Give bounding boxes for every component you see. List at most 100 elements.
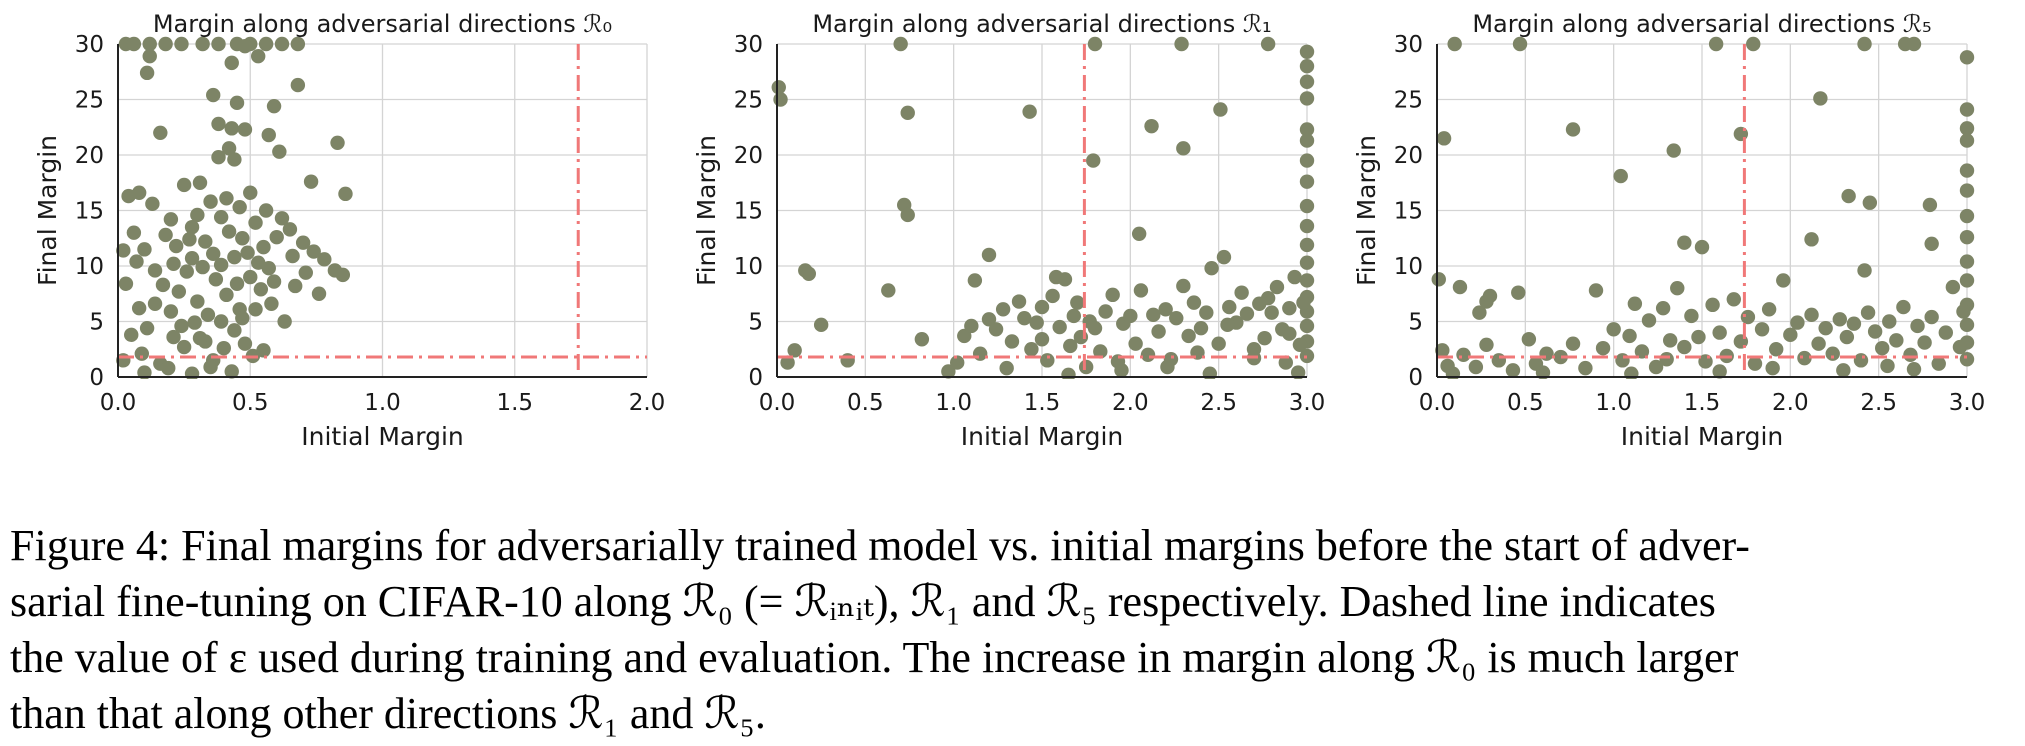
data-point	[1797, 350, 1812, 366]
x-tick-label: 1.0	[935, 390, 972, 416]
data-point	[1839, 329, 1855, 345]
data-point	[1945, 279, 1961, 295]
data-point	[988, 322, 1004, 337]
data-point	[1959, 102, 1975, 117]
data-point	[1747, 356, 1763, 371]
data-point	[1867, 324, 1883, 339]
data-point	[1521, 332, 1537, 347]
data-point	[1299, 58, 1315, 74]
data-point	[190, 294, 205, 309]
x-tick-label: 1.0	[364, 390, 401, 416]
data-point	[147, 296, 163, 311]
x-tick-label: 0.0	[1419, 390, 1456, 416]
data-point	[1234, 285, 1249, 300]
data-point	[137, 242, 152, 257]
data-point	[192, 330, 208, 346]
data-point	[134, 346, 150, 361]
data-point	[227, 152, 242, 167]
data-point	[1034, 332, 1050, 347]
data-point	[1299, 318, 1315, 334]
data-point	[1535, 365, 1551, 379]
data-point	[235, 310, 250, 326]
data-point	[187, 315, 202, 330]
data-point	[972, 346, 988, 361]
data-point	[1606, 322, 1621, 337]
data-point	[1694, 239, 1710, 255]
data-point	[1790, 315, 1805, 330]
data-point	[1299, 133, 1315, 148]
data-point	[981, 312, 997, 327]
data-point	[1769, 342, 1784, 357]
data-point	[1505, 363, 1521, 378]
data-point	[184, 366, 200, 379]
data-point	[1290, 365, 1306, 379]
data-point	[227, 323, 242, 338]
y-tick-label: 5	[748, 310, 763, 336]
data-point	[116, 243, 131, 258]
y-tick-label: 15	[75, 199, 104, 225]
y-tick-label: 0	[89, 365, 104, 391]
data-point	[981, 247, 997, 263]
data-point	[1565, 336, 1581, 351]
x-axis-label: Initial Margin	[1621, 422, 1784, 451]
data-point	[1804, 307, 1819, 323]
data-point	[229, 95, 245, 111]
data-point	[1174, 36, 1189, 52]
data-point	[1627, 296, 1643, 311]
x-tick-label: 2.0	[1772, 390, 1809, 416]
data-point	[1257, 330, 1272, 346]
caption-line-1: Figure 4: Final margins for adversariall…	[10, 521, 1750, 570]
data-point	[253, 282, 269, 297]
chart-title: Margin along adversarial directions ℛ₅	[1472, 10, 1931, 38]
data-point	[1889, 333, 1904, 348]
panel-r0: 0.0 0.5 1.0 1.5 2.0 0 5 10 15 20 25 30 Initial Margi…	[33, 10, 665, 451]
x-axis-label: Initial Margin	[961, 422, 1124, 451]
y-tick-label: 15	[1394, 199, 1423, 225]
data-point	[1634, 344, 1650, 359]
x-tick-label: 0.5	[232, 390, 269, 416]
data-point	[1186, 295, 1202, 310]
data-point	[1733, 126, 1749, 142]
y-tick-label: 20	[734, 143, 763, 169]
data-point	[1436, 131, 1452, 146]
y-tick-label: 0	[748, 365, 763, 391]
data-point	[1875, 340, 1890, 356]
data-point	[1098, 304, 1113, 319]
data-point	[1959, 163, 1975, 178]
data-point	[1151, 324, 1166, 339]
x-tick-label: 1.0	[1595, 390, 1632, 416]
data-point	[338, 186, 353, 202]
data-point	[999, 360, 1014, 376]
data-point	[221, 224, 237, 239]
data-point	[232, 199, 247, 215]
y-tick-label: 25	[734, 88, 763, 114]
data-point	[139, 65, 155, 81]
data-point	[1595, 340, 1611, 356]
data-point	[1070, 295, 1085, 310]
x-tick-label: 1.5	[1024, 390, 1061, 416]
data-point	[1666, 143, 1681, 158]
data-point	[1705, 297, 1720, 313]
data-point	[1260, 36, 1276, 52]
data-point	[1282, 300, 1297, 316]
data-point	[266, 274, 282, 289]
data-point	[1712, 325, 1727, 340]
data-point	[1959, 50, 1975, 65]
data-point	[1176, 141, 1191, 156]
data-point	[1811, 336, 1826, 351]
data-point	[256, 343, 271, 358]
data-point	[1034, 299, 1050, 315]
data-point	[219, 287, 234, 303]
data-point	[1857, 36, 1872, 52]
data-point	[1431, 272, 1446, 287]
data-point	[285, 248, 300, 264]
data-point	[311, 286, 327, 301]
data-point	[174, 318, 189, 334]
data-point	[1836, 363, 1851, 378]
x-tick-label: 2.5	[1200, 390, 1237, 416]
data-point	[1959, 273, 1975, 288]
data-point	[1024, 342, 1039, 357]
x-tick-label: 0.0	[100, 390, 137, 416]
data-point	[957, 328, 972, 344]
scatter-points	[771, 36, 1315, 379]
